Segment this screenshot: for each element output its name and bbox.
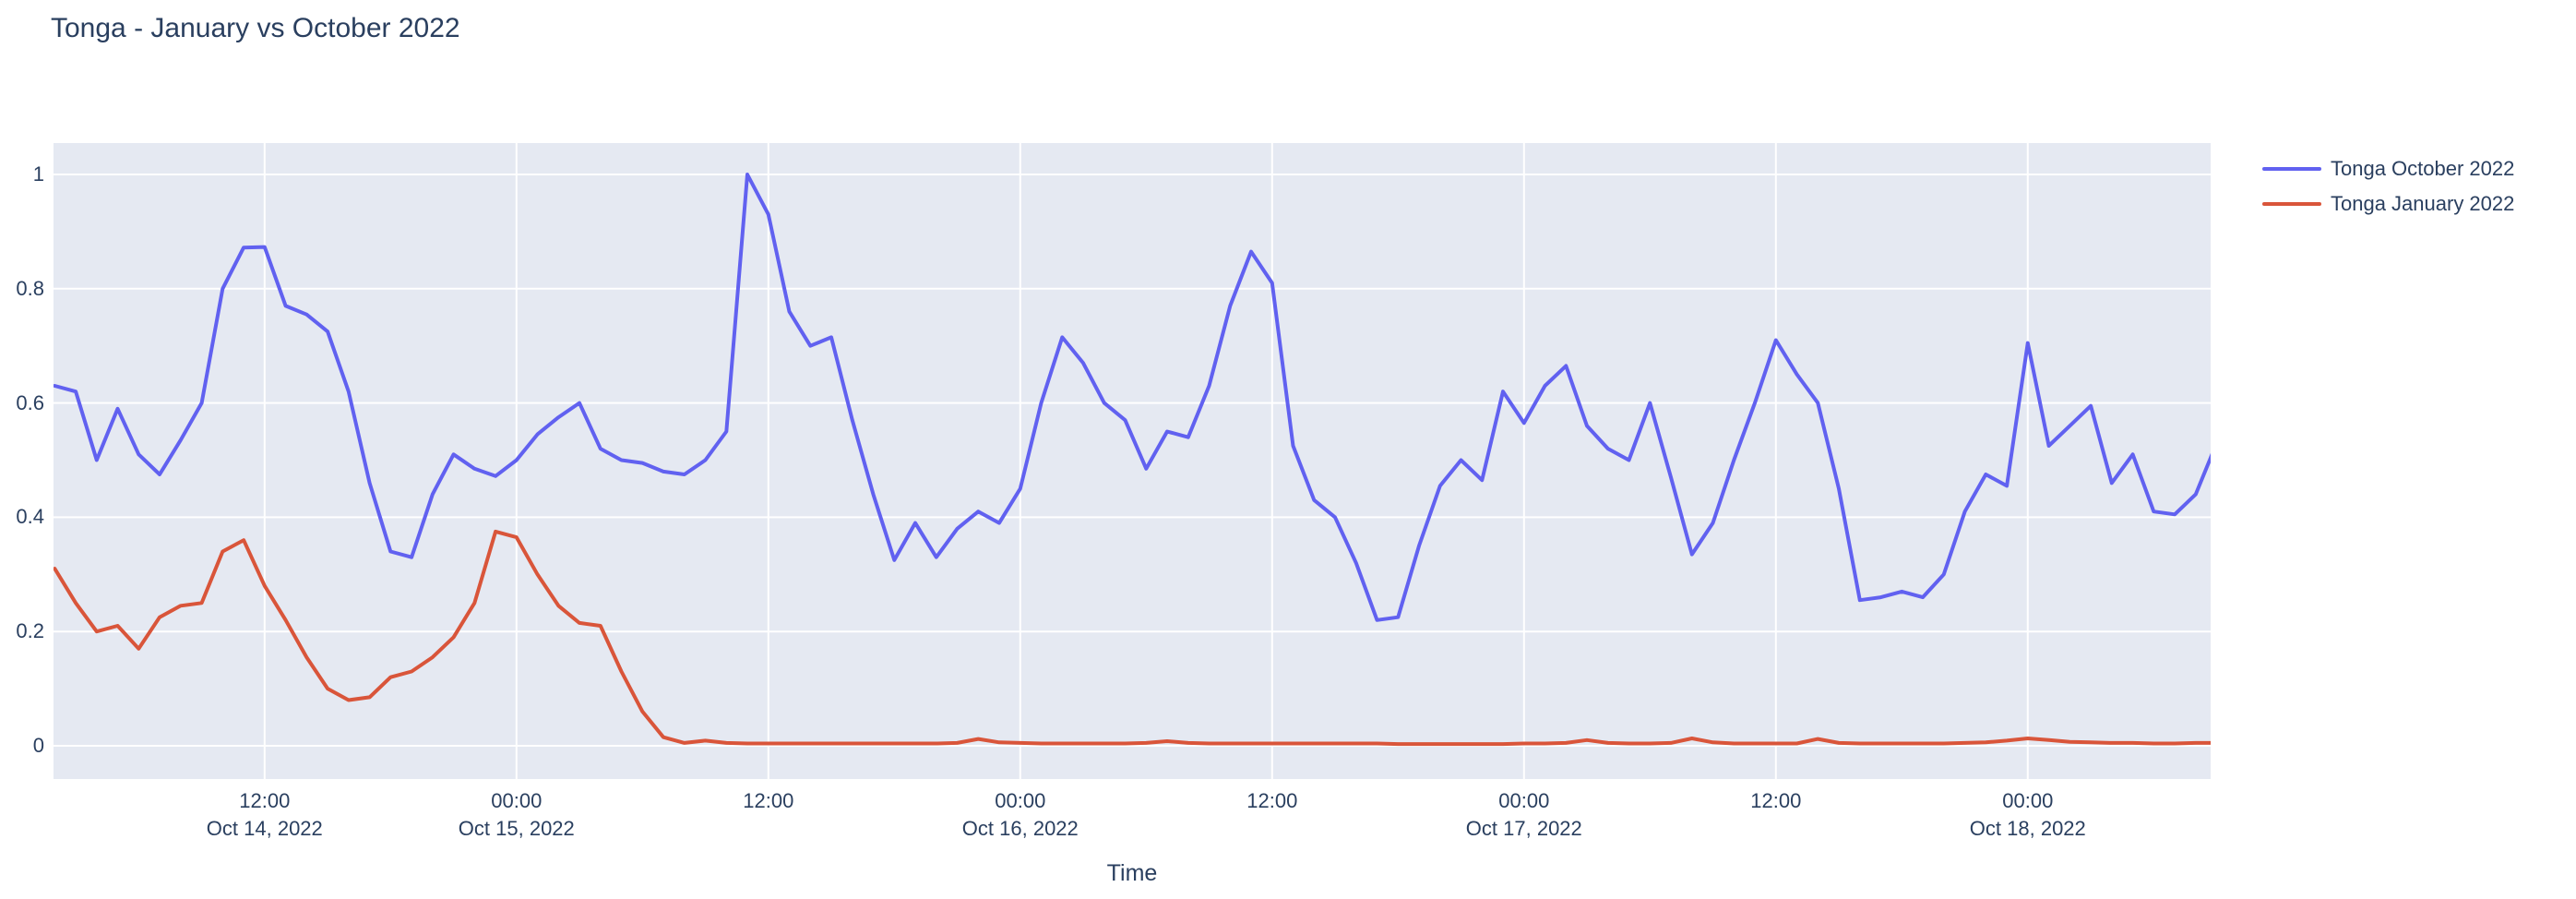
x-tick-date: Oct 14, 2022 xyxy=(206,817,323,840)
plot-canvas xyxy=(54,143,2211,779)
legend-item[interactable]: Tonga October 2022 xyxy=(2262,151,2514,186)
x-tick: 00:00 Oct 15, 2022 xyxy=(459,787,575,843)
x-tick: 12:00 xyxy=(1750,787,1801,815)
x-tick: 12:00 xyxy=(1246,787,1297,815)
x-tick: 00:00 Oct 16, 2022 xyxy=(962,787,1079,843)
x-tick: 12:00 xyxy=(743,787,793,815)
x-tick: 12:00 Oct 14, 2022 xyxy=(207,787,323,843)
plot-area[interactable] xyxy=(54,143,2211,779)
legend: Tonga October 2022 Tonga January 2022 xyxy=(2262,151,2514,222)
x-tick-date: Oct 15, 2022 xyxy=(458,817,575,840)
y-tick-label: 0.8 xyxy=(16,276,44,300)
x-axis-title: Time xyxy=(1106,860,1158,886)
x-tick-time: 12:00 xyxy=(1750,789,1802,812)
x-tick-time: 12:00 xyxy=(1246,789,1298,812)
y-tick-label: 0.4 xyxy=(16,505,44,529)
legend-line-swatch xyxy=(2262,202,2321,206)
x-tick-date: Oct 16, 2022 xyxy=(961,817,1079,840)
legend-label: Tonga January 2022 xyxy=(2331,192,2515,215)
y-tick-label: 0.6 xyxy=(16,390,44,414)
x-tick-time: 00:00 xyxy=(1498,789,1550,812)
legend-label: Tonga October 2022 xyxy=(2331,157,2515,180)
legend-line-swatch xyxy=(2262,167,2321,171)
y-tick-label: 0.2 xyxy=(16,619,44,643)
x-tick-date: Oct 17, 2022 xyxy=(1465,817,1582,840)
x-tick: 00:00 Oct 17, 2022 xyxy=(1466,787,1582,843)
series-line-october[interactable] xyxy=(54,173,2211,622)
x-tick-time: 00:00 xyxy=(491,789,543,812)
x-tick-time: 00:00 xyxy=(995,789,1046,812)
x-tick-time: 12:00 xyxy=(743,789,794,812)
legend-item[interactable]: Tonga January 2022 xyxy=(2262,186,2514,222)
x-tick: 00:00 Oct 18, 2022 xyxy=(1970,787,2086,843)
x-tick-time: 12:00 xyxy=(239,789,291,812)
x-tick-time: 00:00 xyxy=(2002,789,2054,812)
x-tick-date: Oct 18, 2022 xyxy=(1969,817,2086,840)
y-tick-label: 1 xyxy=(32,162,44,186)
y-tick-label: 0 xyxy=(32,734,44,757)
series-line-january[interactable] xyxy=(54,529,2211,747)
chart-title: Tonga - January vs October 2022 xyxy=(51,13,460,43)
